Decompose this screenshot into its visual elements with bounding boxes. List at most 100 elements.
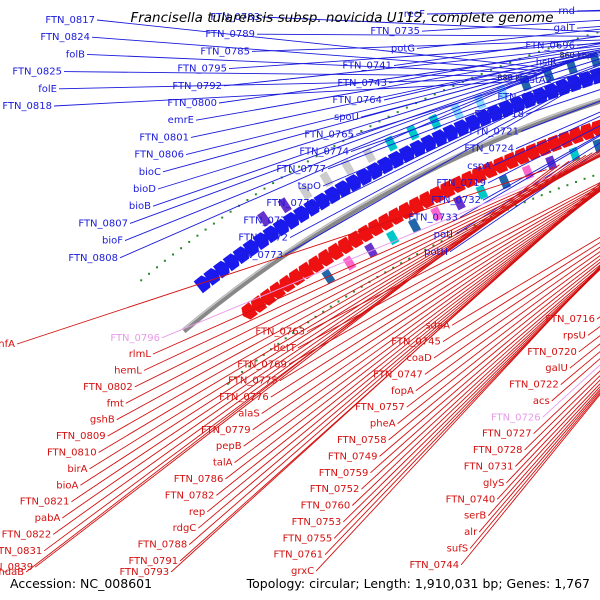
gene-label[interactable]: FTN_0782	[165, 490, 215, 501]
gene-label[interactable]: FTN_0771	[243, 215, 293, 226]
gene-label[interactable]: FTN_0791	[128, 556, 178, 567]
gene-label[interactable]: FTN_0785	[200, 46, 250, 57]
gene-label[interactable]: rep	[189, 507, 205, 518]
gene-label[interactable]: FTN_0822	[2, 529, 52, 540]
gene-label[interactable]: sdaA	[425, 320, 450, 331]
gene-label[interactable]: FTN_0789	[205, 29, 255, 40]
gene-label[interactable]: FTN_0721	[469, 126, 519, 137]
gene-label[interactable]: pabA	[35, 513, 61, 524]
gene-label[interactable]: folE	[38, 84, 57, 95]
gene-label[interactable]: pheA	[370, 419, 396, 430]
gene-label[interactable]: bioD	[133, 184, 156, 195]
gene-label[interactable]: FTN_0770	[266, 198, 316, 209]
gene-label[interactable]: gshB	[90, 415, 115, 426]
gene-label[interactable]: coaD	[406, 353, 432, 364]
gene-label[interactable]: FTN_0775	[228, 376, 278, 387]
gene-label[interactable]: FTN_0792	[172, 81, 222, 92]
gene-label[interactable]: FTN_0839	[0, 562, 33, 573]
gene-label[interactable]: acs	[533, 396, 550, 407]
gene-label[interactable]: FTN_0773	[233, 250, 283, 261]
gene-label[interactable]: FTN_0825	[12, 67, 62, 78]
gene-label[interactable]: FTN_0741	[342, 61, 392, 72]
gene-label[interactable]: pepB	[216, 441, 242, 452]
gene-label[interactable]: potH	[424, 247, 448, 258]
gene-label[interactable]: FTN_0717	[497, 92, 547, 103]
gene-label[interactable]: FTN_0747	[373, 369, 423, 380]
gene-label[interactable]: FTN_0727	[482, 429, 532, 440]
gene-label[interactable]: FTN_0807	[78, 218, 128, 229]
gene-label[interactable]: FTN_0728	[473, 445, 523, 456]
gene-label[interactable]: FTN_0744	[409, 560, 459, 571]
gene-label[interactable]: FTN_0722	[509, 380, 559, 391]
gene-label[interactable]: FTN_0776	[219, 392, 269, 403]
gene-label[interactable]: FTN_0752	[310, 484, 360, 495]
gene-label[interactable]: FTN_0743	[337, 78, 387, 89]
gene-label[interactable]: FTN_0764	[332, 95, 382, 106]
gene-label[interactable]: FTN_0806	[134, 150, 184, 161]
gene-label[interactable]: FTN_0749	[328, 451, 378, 462]
gene-label[interactable]: FTN_0793	[119, 567, 169, 578]
gene-label[interactable]: FTN_0758	[337, 435, 387, 446]
gene-label[interactable]: potI	[434, 230, 453, 241]
gene-label[interactable]: FTN_0817	[45, 15, 95, 26]
gene-label[interactable]: FTN_0718	[474, 109, 524, 120]
gene-label[interactable]: FTN_0809	[56, 431, 106, 442]
gene-label[interactable]: FTN_0786	[174, 474, 224, 485]
gene-label[interactable]: bioF	[102, 236, 123, 247]
gene-label[interactable]: FTN_0719	[436, 178, 486, 189]
gene-label[interactable]: FTN_0740	[446, 494, 496, 505]
gene-label[interactable]: alr	[464, 527, 478, 538]
gene-label[interactable]: FTN_0808	[68, 253, 118, 264]
gene-label[interactable]: hemL	[114, 366, 142, 377]
gene-label[interactable]: FTN_0779	[201, 425, 251, 436]
gene-label[interactable]: potG	[391, 43, 415, 54]
gene-label[interactable]: FTN_0761	[273, 550, 323, 561]
gene-label[interactable]: FTN_0731	[464, 462, 514, 473]
gene-label[interactable]: bioC	[139, 167, 161, 178]
gene-label[interactable]: bioB	[129, 201, 151, 212]
gene-label[interactable]: bioA	[56, 480, 78, 491]
gene-label[interactable]: alaS	[238, 409, 259, 420]
gene-label[interactable]: rdgC	[173, 523, 197, 534]
gene-label[interactable]: FTN_0759	[319, 468, 369, 479]
gene-label[interactable]: tspO	[298, 181, 321, 192]
gene-label[interactable]: galT	[554, 23, 576, 34]
gene-label[interactable]: FTN_0760	[301, 501, 351, 512]
gene-label[interactable]: cspA	[467, 161, 491, 172]
gene-label[interactable]: serB	[464, 511, 486, 522]
gene-label[interactable]: ostA2	[524, 75, 552, 86]
gene-label[interactable]: FTN_0777	[276, 164, 326, 175]
gene-label[interactable]: FTN_0821	[20, 497, 70, 508]
gene-label[interactable]: FTN_0732	[431, 195, 481, 206]
gene-label[interactable]: FTN_0774	[299, 147, 349, 158]
gene-label[interactable]: FTN_0810	[47, 448, 97, 459]
gene-label[interactable]: fopA	[391, 386, 414, 397]
gene-label[interactable]: FTN_0733	[408, 212, 458, 223]
gene-label[interactable]: FTN_0753	[292, 517, 342, 528]
gene-label[interactable]: FTN_0801	[139, 132, 189, 143]
gene-label[interactable]: birA	[67, 464, 87, 475]
gene-label[interactable]: fmt	[107, 398, 124, 409]
gene-label[interactable]: FTN_0765	[304, 129, 354, 140]
gene-label[interactable]: FTN_0796	[110, 333, 160, 344]
gene-label[interactable]: infA	[0, 339, 15, 350]
gene-label[interactable]: FTN_0720	[527, 347, 577, 358]
gene-label[interactable]: FTN_0769	[237, 359, 287, 370]
gene-label[interactable]: FTN_0735	[370, 26, 420, 37]
gene-label[interactable]: FTN_0800	[167, 98, 217, 109]
gene-label[interactable]: mdaB	[0, 567, 24, 578]
gene-label[interactable]: FTN_0755	[283, 533, 333, 544]
gene-label[interactable]: FTN_0745	[391, 337, 441, 348]
gene-label[interactable]: FTN_0818	[2, 101, 52, 112]
gene-label[interactable]: FTN_0824	[40, 32, 90, 43]
gene-label[interactable]: FTN_0757	[355, 402, 405, 413]
gene-label[interactable]: galU	[545, 363, 568, 374]
gene-label[interactable]: glyS	[483, 478, 504, 489]
gene-label[interactable]: rlmL	[129, 349, 152, 360]
gene-label[interactable]: FTN_0802	[83, 382, 133, 393]
gene-label[interactable]: FTN_0795	[177, 64, 227, 75]
gene-label[interactable]: folB	[66, 49, 85, 60]
gene-label[interactable]: talA	[213, 458, 233, 469]
gene-label[interactable]: rnd	[558, 6, 575, 17]
gene-label[interactable]: FTN_0724	[464, 144, 514, 155]
